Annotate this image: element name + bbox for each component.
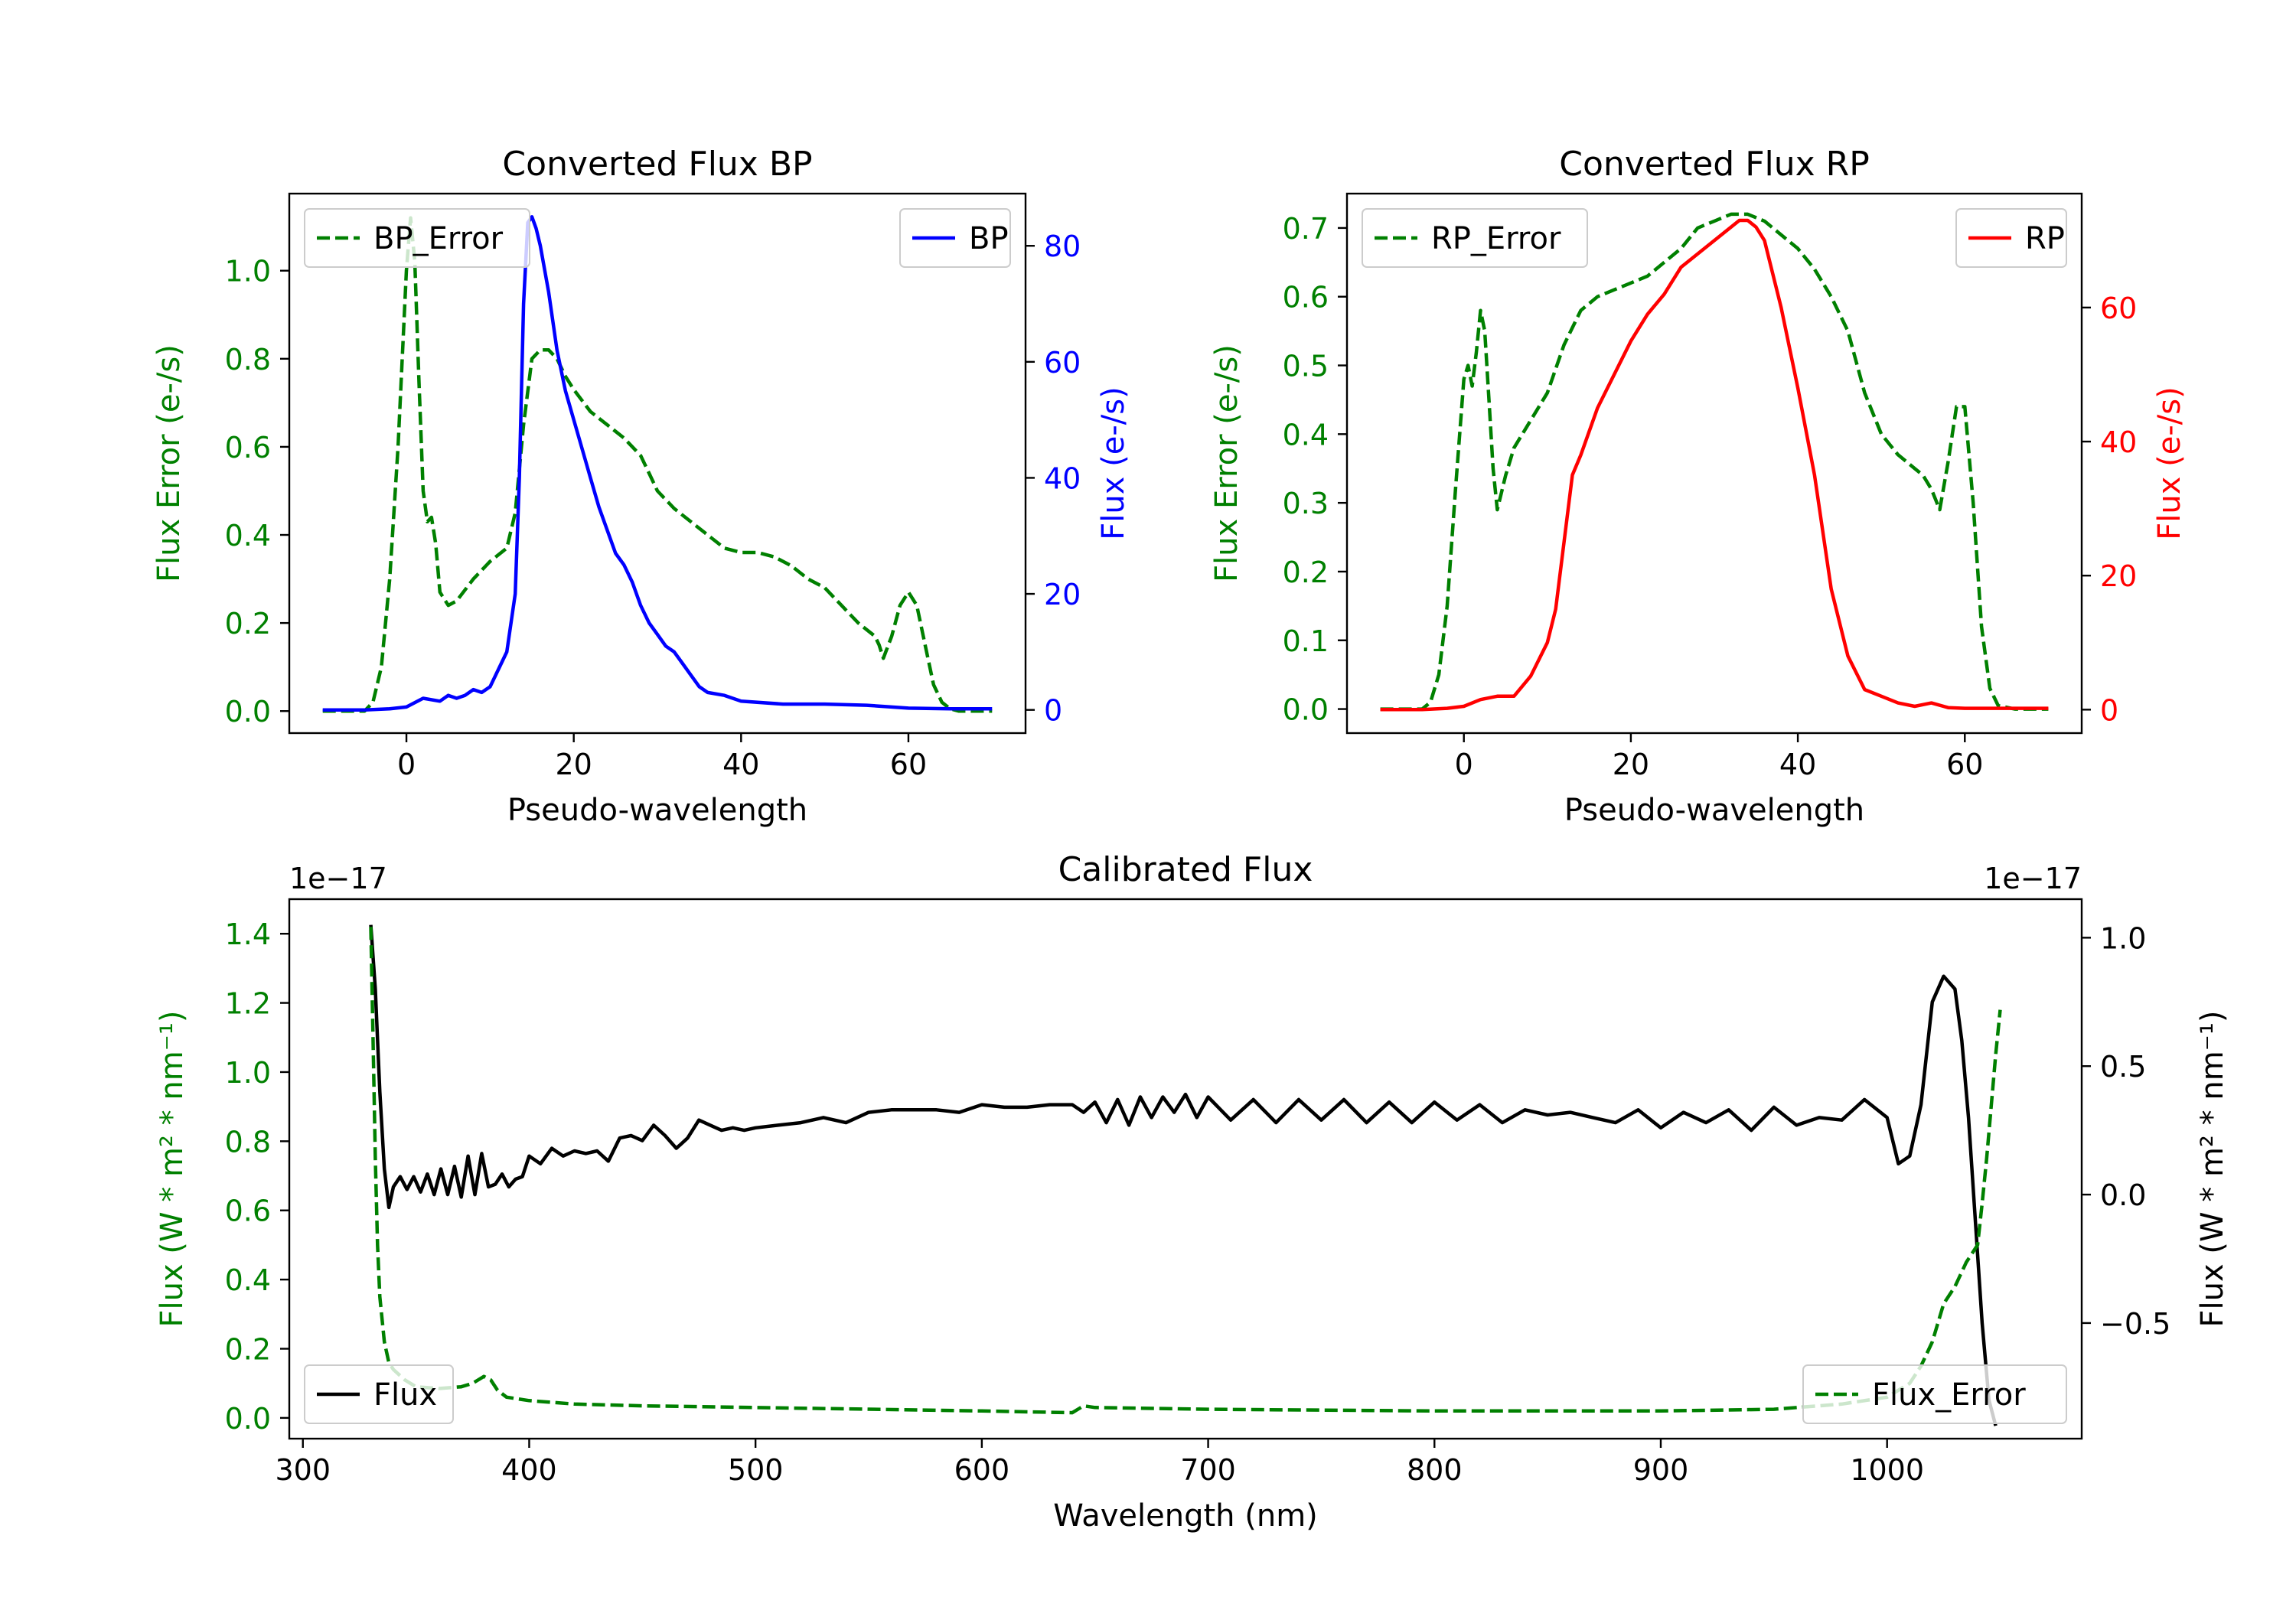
y-right-tick-label: 0.0 bbox=[2100, 1178, 2146, 1212]
x-axis-label: Wavelength (nm) bbox=[1053, 1498, 1318, 1534]
y-left-axis-label: Flux Error (e-/s) bbox=[1209, 344, 1244, 582]
y-right-tick-label: 60 bbox=[1044, 346, 1081, 380]
x-tick-label: 1000 bbox=[1850, 1453, 1924, 1487]
legend-box bbox=[1362, 208, 1588, 268]
y-left-tick-label: 0.2 bbox=[225, 607, 271, 641]
legend-label: Flux_Error bbox=[1872, 1377, 2026, 1413]
y-left-tick-label: 0.1 bbox=[1283, 624, 1329, 658]
y-left-tick-label: 1.2 bbox=[225, 987, 271, 1021]
y-right-axis-label: Flux (e-/s) bbox=[2152, 386, 2187, 539]
y-left-tick-label: 0.2 bbox=[1283, 556, 1329, 589]
legend-bp-error: BP_Error bbox=[304, 208, 530, 268]
y-right-axis-label: Flux (e-/s) bbox=[1096, 386, 1131, 539]
x-tick-label: 400 bbox=[501, 1453, 557, 1487]
x-tick-label: 800 bbox=[1407, 1453, 1463, 1487]
legend-flux-error: Flux_Error bbox=[1802, 1364, 2067, 1424]
chart-1: 0 20 40 60 0.0 0.1 0.2 0.3 0.4 0.5 0.6 0.7 0 20 40 60 Co… bbox=[1209, 145, 2187, 828]
plot-frame bbox=[288, 898, 2083, 1440]
y-right-tick-label: −0.5 bbox=[2100, 1307, 2170, 1341]
y-left-tick-label: 0.7 bbox=[1283, 212, 1329, 246]
legend-label: RP bbox=[2025, 221, 2065, 256]
chart-title: Converted Flux RP bbox=[1559, 145, 1870, 184]
legend-flux: Flux bbox=[304, 1364, 454, 1424]
x-tick-label: 500 bbox=[728, 1453, 784, 1487]
series-line-rp-error bbox=[1380, 212, 2049, 711]
series-line-flux bbox=[369, 924, 1998, 1426]
x-tick-label: 900 bbox=[1633, 1453, 1689, 1487]
legend-bp: BP bbox=[899, 208, 1011, 268]
chart-title: Calibrated Flux bbox=[1058, 850, 1313, 889]
y-left-tick-label: 0.6 bbox=[225, 431, 271, 464]
x-tick-label: 0 bbox=[397, 748, 416, 781]
y-right-tick-label: 0 bbox=[1044, 694, 1062, 728]
x-tick-label: 0 bbox=[1455, 748, 1473, 781]
series-line-bp bbox=[322, 215, 993, 712]
y-left-tick-label: 1.0 bbox=[225, 255, 271, 288]
x-tick-label: 60 bbox=[890, 748, 927, 781]
y-right-offset-text: 1e−17 bbox=[1984, 862, 2082, 895]
y-left-tick-label: 0.3 bbox=[1283, 487, 1329, 520]
x-tick-label: 60 bbox=[1946, 748, 1983, 781]
y-left-tick-label: 0.6 bbox=[1283, 281, 1329, 315]
legend-box bbox=[1802, 1364, 2067, 1424]
legend-label: Flux bbox=[373, 1377, 437, 1413]
x-axis-label: Pseudo-wavelength bbox=[1564, 793, 1864, 828]
y-left-tick-label: 0.5 bbox=[1283, 350, 1329, 383]
y-left-tick-label: 0.8 bbox=[225, 1125, 271, 1159]
y-left-offset-text: 1e−17 bbox=[289, 862, 387, 895]
y-left-tick-label: 0.4 bbox=[1283, 418, 1329, 451]
x-tick-label: 700 bbox=[1180, 1453, 1236, 1487]
legend-rp: RP bbox=[1955, 208, 2067, 268]
y-left-tick-label: 1.4 bbox=[225, 918, 271, 951]
y-right-tick-label: 0.5 bbox=[2100, 1050, 2146, 1084]
y-right-tick-label: 1.0 bbox=[2100, 921, 2146, 955]
y-left-tick-label: 1.0 bbox=[225, 1056, 271, 1090]
legend-box bbox=[304, 208, 530, 268]
y-right-tick-label: 40 bbox=[2100, 425, 2137, 459]
plot-frame bbox=[288, 192, 1027, 735]
y-right-tick-label: 20 bbox=[1044, 578, 1081, 611]
legend-box bbox=[304, 1364, 454, 1424]
y-left-tick-label: 0.0 bbox=[225, 1402, 271, 1436]
series-line-bp-error bbox=[322, 216, 993, 713]
x-tick-label: 300 bbox=[275, 1453, 331, 1487]
legend-label: RP_Error bbox=[1431, 221, 1561, 256]
y-left-axis-label: Flux Error (e-/s) bbox=[152, 344, 187, 582]
x-tick-label: 20 bbox=[556, 748, 592, 781]
chart-2: 300 400 500 600 700 800 900 1000 0.0 0.2 0.4 0.6 0.8… bbox=[155, 850, 2230, 1534]
chart-0: 0 20 40 60 0.0 0.2 0.4 0.6 0.8 1.0 0 20 40 60 80 Conver… bbox=[152, 145, 1131, 828]
legend-rp-error: RP_Error bbox=[1362, 208, 1588, 268]
x-tick-label: 40 bbox=[1779, 748, 1816, 781]
y-left-tick-label: 0.6 bbox=[225, 1195, 271, 1228]
y-left-tick-label: 0.4 bbox=[225, 519, 271, 553]
plot-frame bbox=[1345, 192, 2083, 735]
x-tick-label: 20 bbox=[1613, 748, 1649, 781]
legend-label: BP_Error bbox=[373, 221, 504, 256]
y-right-axis-label: Flux (W * m² * nm⁻¹) bbox=[2195, 1011, 2230, 1328]
legend-label: BP bbox=[969, 221, 1009, 256]
y-right-tick-label: 0 bbox=[2100, 693, 2118, 727]
y-left-tick-label: 0.0 bbox=[225, 695, 271, 729]
y-left-tick-label: 0.0 bbox=[1283, 693, 1329, 727]
x-tick-label: 600 bbox=[954, 1453, 1010, 1487]
y-right-tick-label: 20 bbox=[2100, 559, 2137, 593]
y-left-tick-label: 0.2 bbox=[225, 1333, 271, 1367]
y-right-tick-label: 80 bbox=[1044, 230, 1081, 263]
y-left-tick-label: 0.4 bbox=[225, 1263, 271, 1297]
y-left-axis-label: Flux (W * m² * nm⁻¹) bbox=[155, 1011, 190, 1328]
chart-title: Converted Flux BP bbox=[502, 145, 812, 184]
y-right-tick-label: 60 bbox=[2100, 292, 2137, 325]
x-tick-label: 40 bbox=[722, 748, 759, 781]
y-left-tick-label: 0.8 bbox=[225, 343, 271, 376]
x-axis-label: Pseudo-wavelength bbox=[507, 793, 807, 828]
y-right-tick-label: 40 bbox=[1044, 461, 1081, 495]
series-line-rp bbox=[1380, 218, 2049, 712]
